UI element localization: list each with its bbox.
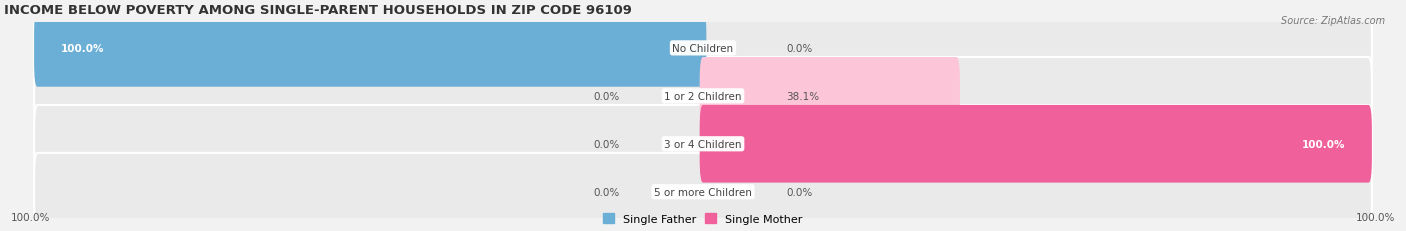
Text: 0.0%: 0.0% <box>593 91 620 101</box>
FancyBboxPatch shape <box>34 10 706 87</box>
Text: 0.0%: 0.0% <box>593 187 620 197</box>
Text: 5 or more Children: 5 or more Children <box>654 187 752 197</box>
Legend: Single Father, Single Mother: Single Father, Single Mother <box>599 209 807 228</box>
FancyBboxPatch shape <box>700 106 1372 183</box>
Text: Source: ZipAtlas.com: Source: ZipAtlas.com <box>1281 16 1385 26</box>
Text: 100.0%: 100.0% <box>1355 212 1395 222</box>
FancyBboxPatch shape <box>34 153 1372 231</box>
FancyBboxPatch shape <box>700 58 960 135</box>
Text: 100.0%: 100.0% <box>60 44 104 54</box>
Text: INCOME BELOW POVERTY AMONG SINGLE-PARENT HOUSEHOLDS IN ZIP CODE 96109: INCOME BELOW POVERTY AMONG SINGLE-PARENT… <box>4 4 633 17</box>
Text: 100.0%: 100.0% <box>11 212 51 222</box>
Text: 100.0%: 100.0% <box>1302 139 1346 149</box>
FancyBboxPatch shape <box>34 106 1372 183</box>
Text: 1 or 2 Children: 1 or 2 Children <box>664 91 742 101</box>
Text: No Children: No Children <box>672 44 734 54</box>
Text: 0.0%: 0.0% <box>593 139 620 149</box>
Text: 0.0%: 0.0% <box>786 44 813 54</box>
FancyBboxPatch shape <box>34 10 1372 87</box>
Text: 3 or 4 Children: 3 or 4 Children <box>664 139 742 149</box>
FancyBboxPatch shape <box>34 58 1372 135</box>
Text: 38.1%: 38.1% <box>786 91 820 101</box>
Text: 0.0%: 0.0% <box>786 187 813 197</box>
